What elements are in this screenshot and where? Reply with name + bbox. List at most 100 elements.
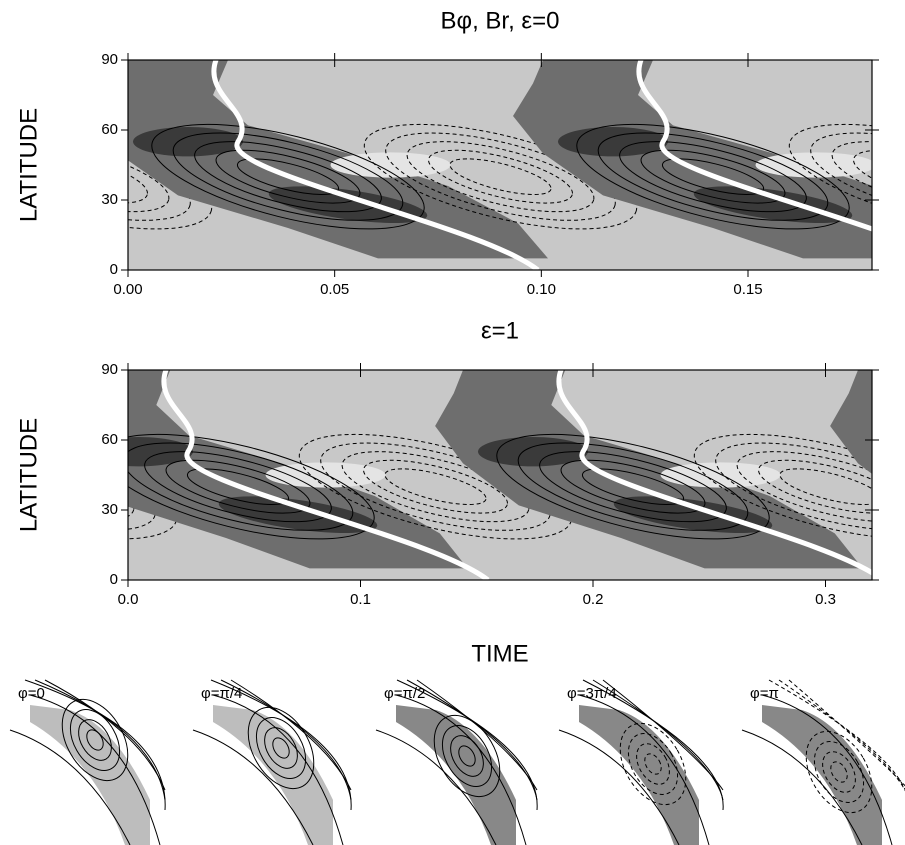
field-core: [873, 437, 905, 466]
snapshot-label: φ=π/4: [201, 685, 242, 702]
contour-line: [640, 149, 786, 204]
surface: [29, 694, 161, 845]
y-tick-label: 60: [101, 431, 118, 448]
y-tick-label: 0: [110, 571, 118, 588]
contour-line-dashed: [128, 123, 213, 230]
surface: [578, 694, 710, 845]
snapshot-contour: [450, 735, 484, 777]
x-tick-label: 0.0: [118, 591, 139, 608]
field-core: [478, 436, 588, 467]
contour-line-dashed: [128, 141, 170, 213]
contour-line: [144, 451, 332, 523]
field-band: [830, 370, 872, 474]
contour-line: [236, 158, 340, 195]
snapshot-contour: [272, 737, 290, 759]
contour-line-dashed: [0, 461, 94, 511]
surface: [192, 729, 314, 845]
snapshot-field-line: [768, 679, 905, 791]
surface: [558, 729, 680, 845]
x-tick-label: 0.2: [583, 591, 604, 608]
x-tick-label: 0.1: [350, 591, 371, 608]
snapshot-shade: [579, 705, 699, 845]
contour-line-dashed: [128, 132, 191, 221]
snapshot-field-line: [582, 679, 724, 811]
contour-line: [194, 141, 382, 213]
x-tick-label: 0.10: [527, 281, 556, 298]
field-core: [558, 126, 668, 157]
snapshot-contour: [86, 729, 104, 751]
chart-title: ε=1: [481, 317, 519, 344]
snapshot-field-line: [24, 679, 166, 811]
field-light: [330, 152, 451, 178]
snapshot-shade: [762, 705, 882, 845]
contour-line-dashed: [872, 151, 905, 201]
contour-line-dashed: [406, 141, 595, 213]
contour-line: [0, 103, 9, 250]
field-core: [268, 186, 428, 223]
x-tick-label: 0.00: [113, 281, 142, 298]
x-tick-label: 0.15: [733, 281, 762, 298]
snapshot-contour: [69, 709, 121, 771]
snapshot-field-line: [592, 679, 724, 801]
snapshot: φ=0: [9, 679, 166, 845]
field-light: [660, 462, 781, 488]
contour-line: [496, 433, 770, 540]
snapshot-contour: [441, 725, 493, 787]
snapshot-contour: [805, 730, 873, 814]
snapshot: φ=π/2: [375, 679, 538, 845]
snapshot-contour: [813, 741, 865, 803]
snapshot-contour: [433, 714, 501, 798]
field: [0, 60, 905, 270]
contour-line-dashed: [128, 451, 135, 523]
field-core: [613, 496, 773, 533]
contour-line: [172, 132, 404, 221]
contour-line-dashed: [428, 149, 573, 204]
contour-line-dashed: [384, 468, 487, 505]
snapshot-field-line: [210, 679, 352, 811]
snapshot-contour: [636, 743, 670, 785]
contour-line-dashed: [449, 158, 552, 195]
snapshot-contour: [255, 717, 307, 779]
snapshot: φ=π/4: [192, 679, 352, 845]
snapshot-contour: [644, 753, 662, 775]
y-tick-label: 90: [101, 51, 118, 68]
surface: [741, 729, 863, 845]
zero-line: [636, 60, 872, 232]
contour-line: [597, 132, 829, 221]
snapshot-shade: [213, 705, 333, 845]
snapshot-label: φ=π: [750, 685, 779, 702]
field-light: [755, 152, 872, 178]
snapshot-contour: [458, 745, 476, 767]
field-core: [693, 186, 853, 223]
contour-line: [186, 468, 290, 505]
zero-line: [0, 365, 93, 580]
contour-line: [576, 123, 850, 230]
snapshot-contour: [619, 722, 687, 806]
contour-line-dashed: [341, 451, 530, 523]
contour-line: [581, 468, 685, 505]
snapshot-contour: [264, 727, 298, 769]
zero-line: [556, 370, 872, 576]
snapshot-contour: [78, 719, 112, 761]
surface: [9, 729, 131, 845]
y-axis-label: LATITUDE: [15, 418, 42, 532]
x-axis-label: TIME: [471, 640, 528, 667]
contour-line: [151, 123, 425, 230]
y-tick-label: 90: [101, 361, 118, 378]
snapshot-field-line: [34, 679, 166, 801]
contour-line: [215, 149, 361, 204]
y-tick-label: 60: [101, 121, 118, 138]
y-tick-label: 30: [101, 501, 118, 518]
x-tick-label: 0.3: [815, 591, 836, 608]
chart-title: Bφ, Br, ε=0: [441, 7, 560, 34]
x-tick-label: 0.05: [320, 281, 349, 298]
contour-line: [661, 158, 765, 195]
plot-frame: [127, 369, 873, 581]
contour-line: [128, 442, 354, 531]
contour-line-dashed: [693, 433, 872, 540]
zero-line: [211, 60, 540, 270]
y-tick-label: 0: [110, 261, 118, 278]
y-tick-label: 30: [101, 191, 118, 208]
zero-line: [161, 370, 490, 580]
